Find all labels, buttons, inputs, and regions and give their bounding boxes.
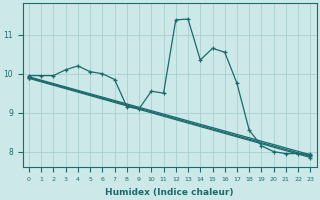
X-axis label: Humidex (Indice chaleur): Humidex (Indice chaleur) xyxy=(105,188,234,197)
